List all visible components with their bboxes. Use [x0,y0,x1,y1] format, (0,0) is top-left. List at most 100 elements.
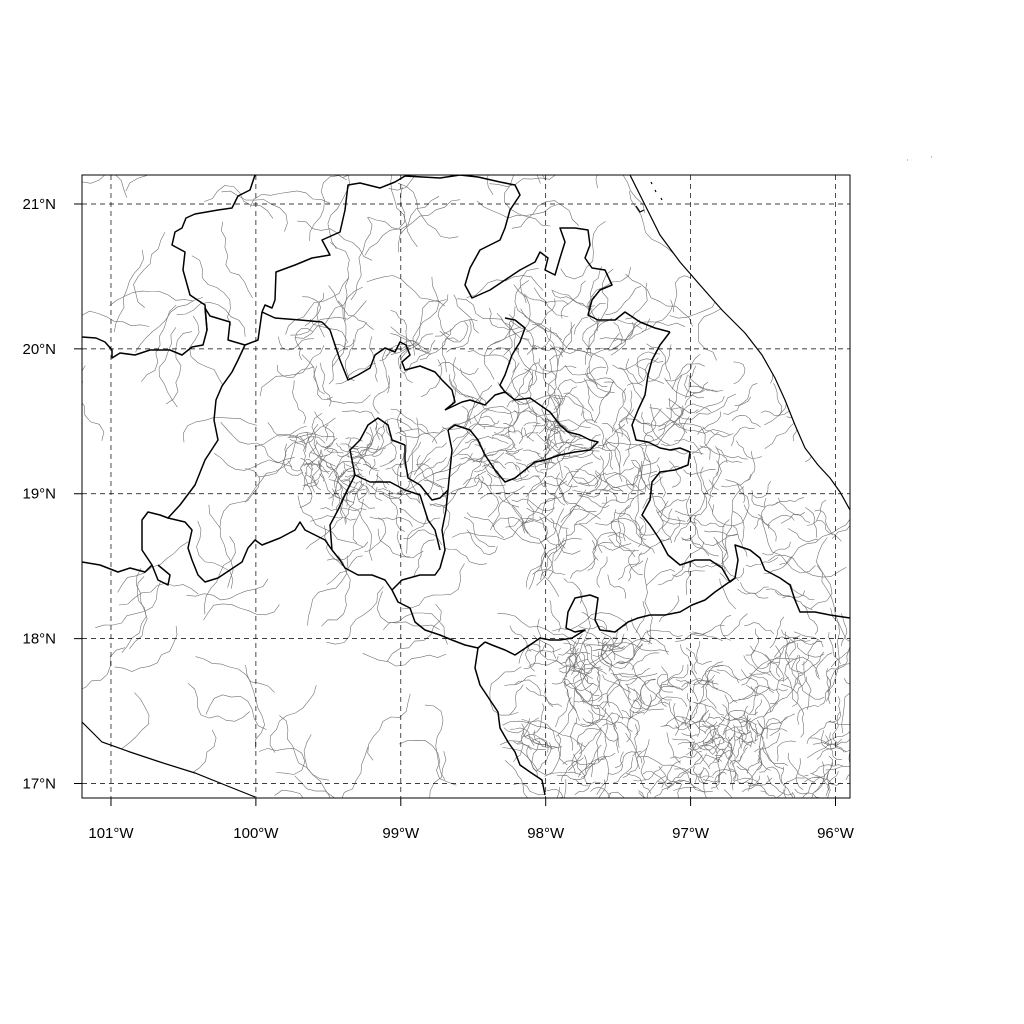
municipal-border [348,481,361,495]
municipal-border [657,772,689,784]
municipal-border [825,766,850,771]
municipal-border [668,460,681,488]
municipal-border [797,682,825,700]
municipal-border [498,496,525,534]
state-border-hidalgo [444,391,599,483]
municipal-border [722,613,748,636]
municipal-border [326,465,338,478]
municipal-border [674,768,705,776]
municipal-border [692,624,725,635]
municipal-border [613,318,651,342]
municipal-border [692,701,725,716]
municipal-border [432,408,490,475]
municipal-border [507,508,565,544]
municipal-border [182,417,257,443]
municipal-border [734,383,758,407]
municipal-border [797,661,806,694]
municipal-border [532,420,549,427]
municipal-border [135,297,204,353]
municipal-border [787,752,809,777]
municipal-border [558,489,587,555]
municipal-border [599,701,624,720]
municipal-border [369,458,376,475]
municipal-border [656,498,688,514]
municipal-border [504,675,537,686]
municipal-border [517,348,553,375]
municipal-border [597,669,603,702]
state-border-cdmx [404,445,449,501]
state-border-michoacan-east [141,344,246,586]
municipal-border [332,488,373,561]
municipal-border [379,340,418,362]
municipal-border [556,388,568,431]
municipal-border [703,739,713,755]
municipal-border [565,435,577,448]
municipal-border [743,741,756,752]
municipal-border [793,654,800,688]
municipal-boundaries [82,175,850,798]
municipal-border [714,774,720,790]
municipal-border [463,517,496,548]
municipal-border [541,484,573,516]
municipal-border [626,476,664,492]
municipal-border [563,392,584,416]
municipal-border [605,437,614,470]
municipal-border [681,713,711,724]
municipal-border [716,712,729,743]
municipal-border [695,395,725,414]
municipal-border [582,317,600,356]
municipal-border [582,704,601,724]
municipal-border [326,555,363,585]
municipal-border [328,342,347,385]
municipal-border [702,767,710,782]
municipal-border [350,427,374,464]
municipal-border [473,415,486,430]
municipal-border [484,306,516,380]
municipal-border [708,479,714,512]
municipal-border [795,758,804,791]
municipal-border [776,740,797,762]
municipal-border [583,410,605,448]
municipal-border [617,560,644,580]
state-border-puebla-veracruz [631,331,850,619]
municipal-border [668,393,737,420]
municipal-border [791,654,802,686]
municipal-border [259,344,325,397]
municipal-border [745,628,759,656]
municipal-border [653,779,680,798]
municipal-border [688,374,718,393]
municipal-border [613,715,620,748]
municipal-border [826,770,839,798]
municipal-border [309,175,347,241]
municipal-border [610,517,646,541]
municipal-border [614,512,640,532]
x-tick-label: 100°W [233,825,279,842]
municipal-border [623,406,652,427]
municipal-border [681,403,712,414]
municipal-border [369,516,413,527]
municipal-border [545,418,591,428]
latitude-axis: 21°N 20°N 19°N 18°N 17°N [22,196,82,793]
municipal-border [798,704,805,738]
municipal-border [561,757,584,782]
municipal-border [576,727,602,746]
municipal-border [618,424,631,466]
municipal-border [114,625,178,672]
municipal-border [327,175,351,250]
municipal-border [513,783,545,796]
municipal-border [299,468,313,508]
municipal-border [762,746,789,766]
municipal-border [491,427,508,437]
municipal-border [536,175,541,184]
municipal-border [602,680,621,710]
municipal-border [379,457,396,467]
municipal-border [810,537,833,609]
municipal-border [577,642,597,666]
municipal-border [244,435,298,503]
municipal-border [675,631,708,642]
municipal-border [693,702,699,718]
municipal-border [774,785,786,798]
municipal-border [551,290,593,310]
municipal-border [452,357,457,404]
municipal-border [371,447,386,457]
